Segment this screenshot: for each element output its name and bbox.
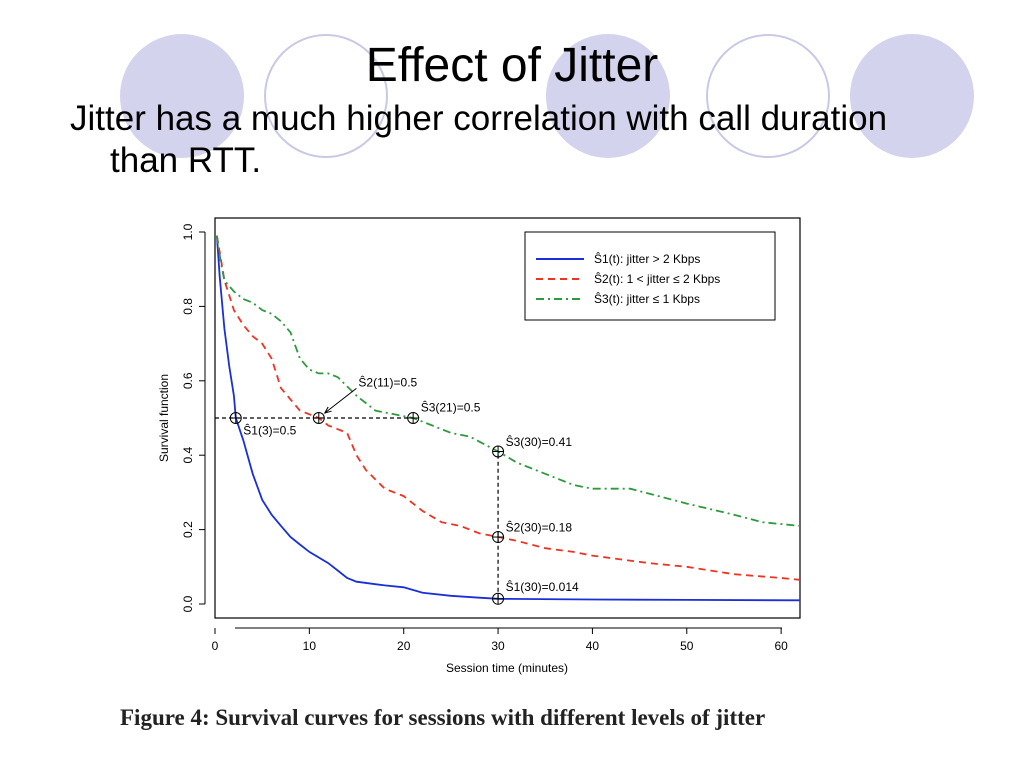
x-tick-label: 60: [774, 639, 788, 653]
x-tick-label: 20: [397, 639, 411, 653]
figure-caption: Figure 4: Survival curves for sessions w…: [120, 705, 766, 730]
y-tick-label: 0.2: [181, 521, 195, 538]
marker-point: [312, 412, 325, 424]
series-line-s2: [216, 235, 801, 581]
decor-circle-filled-right: [850, 34, 974, 158]
legend-label-s1: Ŝ1(t): jitter > 2 Kbps: [594, 251, 700, 266]
slide-title: Effect of Jitter: [365, 39, 659, 92]
marker-point: [492, 445, 505, 458]
marker-point: [492, 531, 505, 544]
x-tick-label: 40: [586, 639, 600, 653]
x-tick-label: 0: [212, 639, 219, 653]
y-tick-label: 1.0: [181, 223, 195, 240]
y-tick-label: 0.0: [181, 595, 195, 612]
y-tick-label: 0.4: [181, 447, 195, 464]
legend-box: [524, 231, 776, 321]
x-tick-label: 50: [680, 639, 694, 653]
series-line-s1: [216, 235, 801, 602]
annotation-arrow: [324, 387, 357, 414]
marker-point: [229, 412, 242, 424]
y-axis-label: Survival function: [157, 374, 171, 462]
x-axis-label: Session time (minutes): [446, 661, 568, 675]
reference-lines: [215, 417, 499, 599]
x-tick-label: 10: [303, 639, 317, 653]
decor-circle-ring-right: [706, 34, 830, 158]
annotation-label: Ŝ2(30)=0.18: [506, 519, 573, 534]
x-tick-label: 30: [491, 639, 505, 653]
annotation-label: Ŝ1(30)=0.014: [506, 579, 579, 594]
marker-point: [407, 412, 420, 424]
decor-circle-ring-left: [264, 34, 388, 158]
annotation-label: Ŝ2(11)=0.5: [358, 374, 417, 389]
series-lines: [216, 235, 801, 602]
annotation-label: Ŝ3(21)=0.5: [421, 399, 481, 414]
markers: [229, 412, 505, 605]
survival-chart: 0 10 20 30 40 50 60 0.0 0.2 0.4 0.6 0.8 1.0 Session…: [157, 217, 801, 675]
decor-circle-filled-center: [546, 34, 670, 158]
marker-point: [492, 592, 505, 605]
legend: Ŝ1(t): jitter > 2 Kbps Ŝ2(t): 1 < jitter…: [524, 231, 776, 321]
annotation-label: Ŝ1(3)=0.5: [243, 423, 296, 438]
y-ticks: 0.0 0.2 0.4 0.6 0.8 1.0: [181, 223, 205, 612]
annotation-arrowhead: [323, 406, 332, 414]
decor-circle-filled-left: [120, 34, 244, 158]
x-ticks: 0 10 20 30 40 50 60: [212, 628, 788, 653]
y-tick-label: 0.8: [181, 298, 195, 315]
bullet-text: Jitter has a much higher correlation wit…: [70, 99, 888, 180]
annotations: Ŝ2(11)=0.5 Ŝ3(21)=0.5 Ŝ1(3)=0.5 Ŝ3(30)=0.41…: [243, 374, 579, 594]
legend-label-s3: Ŝ3(t): jitter ≤ 1 Kbps: [594, 291, 700, 306]
series-line-s3: [216, 235, 801, 527]
legend-label-s2: Ŝ2(t): 1 < jitter ≤ 2 Kbps: [594, 271, 720, 286]
y-tick-label: 0.6: [181, 372, 195, 389]
annotation-label: Ŝ3(30)=0.41: [506, 434, 573, 449]
